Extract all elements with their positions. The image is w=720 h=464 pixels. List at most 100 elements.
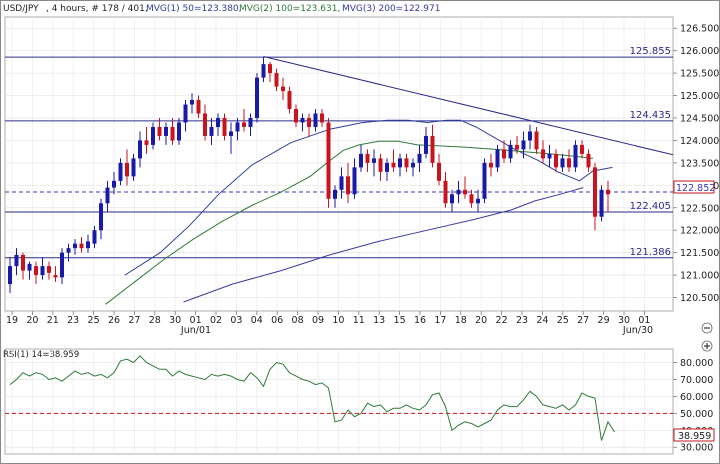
price-y-tick-label: 125.000	[680, 91, 719, 102]
candle-body	[287, 91, 292, 110]
candle-body	[294, 109, 298, 123]
candle-body	[131, 158, 136, 177]
candle-body	[34, 266, 38, 276]
candle-body	[508, 144, 513, 159]
candle-body	[463, 189, 467, 195]
candle-body	[255, 77, 259, 118]
candle-body	[365, 153, 370, 163]
price-y-tick-label: 126.500	[680, 24, 719, 35]
candle-body	[586, 153, 591, 168]
candle-body	[554, 153, 558, 168]
rsi-y-tick-label: 80.000	[680, 358, 713, 369]
candle-body	[190, 100, 194, 105]
candle-body	[222, 117, 227, 136]
price-y-tick-label: 121.500	[680, 248, 719, 259]
candle-body	[118, 162, 123, 181]
date-tick-label: 25	[88, 315, 100, 326]
rsi-y-tick-label: 60.000	[680, 392, 713, 403]
candle-body	[164, 126, 168, 136]
candlesticks	[8, 57, 610, 294]
candle-body	[203, 113, 207, 136]
candle-body	[534, 131, 539, 150]
date-tick-label: 27	[577, 315, 589, 326]
candle-body	[53, 275, 58, 278]
candle-body	[580, 144, 584, 154]
candle-body	[281, 86, 285, 92]
zoom-out-icon[interactable]	[701, 322, 713, 334]
date-tick-label: 28	[149, 315, 161, 326]
price-y-tick-label: 121.000	[680, 271, 719, 282]
candle-body	[320, 113, 324, 123]
date-tick-label: 27	[128, 315, 140, 326]
rsi-label: RSI(1) 14=38.959	[3, 350, 79, 360]
candle-body	[391, 162, 396, 168]
current-price-box	[673, 180, 715, 194]
date-tick-label: 20	[475, 315, 487, 326]
mvg100-line	[105, 140, 594, 305]
candle-body	[21, 254, 25, 271]
date-tick-label: 17	[434, 315, 446, 326]
candle-body	[567, 158, 571, 168]
level-label: 125.855	[630, 46, 671, 57]
candle-body	[450, 194, 454, 204]
rsi-plot-area	[4, 348, 674, 455]
candle-body	[92, 230, 97, 244]
candle-body	[456, 189, 461, 195]
candle-body	[489, 162, 493, 168]
candle-body	[352, 167, 357, 195]
price-y-tick-label: 125.500	[680, 69, 719, 80]
price-y-tick-label: 124.500	[680, 113, 719, 124]
candle-body	[307, 117, 311, 127]
date-tick-label: 01	[638, 315, 650, 326]
candle-body	[268, 64, 272, 74]
rsi-grid	[5, 349, 673, 454]
candle-body	[183, 104, 188, 123]
candle-body	[86, 241, 90, 249]
date-tick-label: 15	[394, 315, 406, 326]
date-tick-label: 24	[536, 315, 548, 326]
candle-body	[411, 162, 415, 168]
candle-body	[404, 158, 409, 168]
month-label: Jun/01	[180, 325, 211, 336]
zoom-in-icon[interactable]	[701, 340, 713, 352]
candle-body	[599, 189, 604, 217]
candle-body	[248, 117, 253, 127]
date-tick-label: 21	[47, 315, 59, 326]
candle-body	[196, 100, 201, 114]
candle-body	[541, 149, 545, 159]
date-tick-label: 26	[108, 315, 120, 326]
candle-body	[235, 122, 240, 132]
candle-body	[300, 117, 305, 123]
level-label: 121.386	[630, 247, 671, 258]
candle-body	[313, 113, 318, 127]
downtrend-line	[263, 56, 674, 156]
candle-body	[333, 189, 337, 199]
rsi-y-tick-label: 50.000	[680, 409, 713, 420]
header-mvg2: MVG(2) 100=123.631,	[239, 4, 340, 14]
rsi-value-label: 38.959	[678, 431, 711, 442]
price-y-tick-label: 126.000	[680, 46, 719, 57]
rsi-y-tick-label: 30.000	[680, 443, 713, 454]
level-label: 122.405	[630, 201, 671, 212]
price-y-tick-label: 123.500	[680, 158, 719, 169]
rsi-y-tick-label: 70.000	[680, 375, 713, 386]
candle-body	[547, 153, 552, 159]
price-y-tick-label: 120.500	[680, 293, 719, 304]
date-tick-label: 29	[598, 315, 610, 326]
header-info: , 4 hours, # 178 / 401,	[46, 4, 148, 14]
rsi-series	[9, 355, 615, 441]
candle-body	[177, 122, 181, 141]
candle-body	[261, 64, 266, 78]
date-tick-label: 13	[373, 315, 385, 326]
candle-body	[515, 144, 519, 150]
candle-body	[60, 252, 64, 278]
candle-body	[229, 131, 233, 136]
candle-body	[274, 73, 279, 87]
date-tick-label: 02	[210, 315, 222, 326]
candle-body	[502, 149, 506, 159]
month-label: Jun/30	[622, 325, 653, 336]
mvg200-line	[183, 187, 584, 303]
rsi-line	[9, 355, 615, 441]
date-tick-label: 10	[332, 315, 344, 326]
candle-body	[346, 176, 350, 195]
